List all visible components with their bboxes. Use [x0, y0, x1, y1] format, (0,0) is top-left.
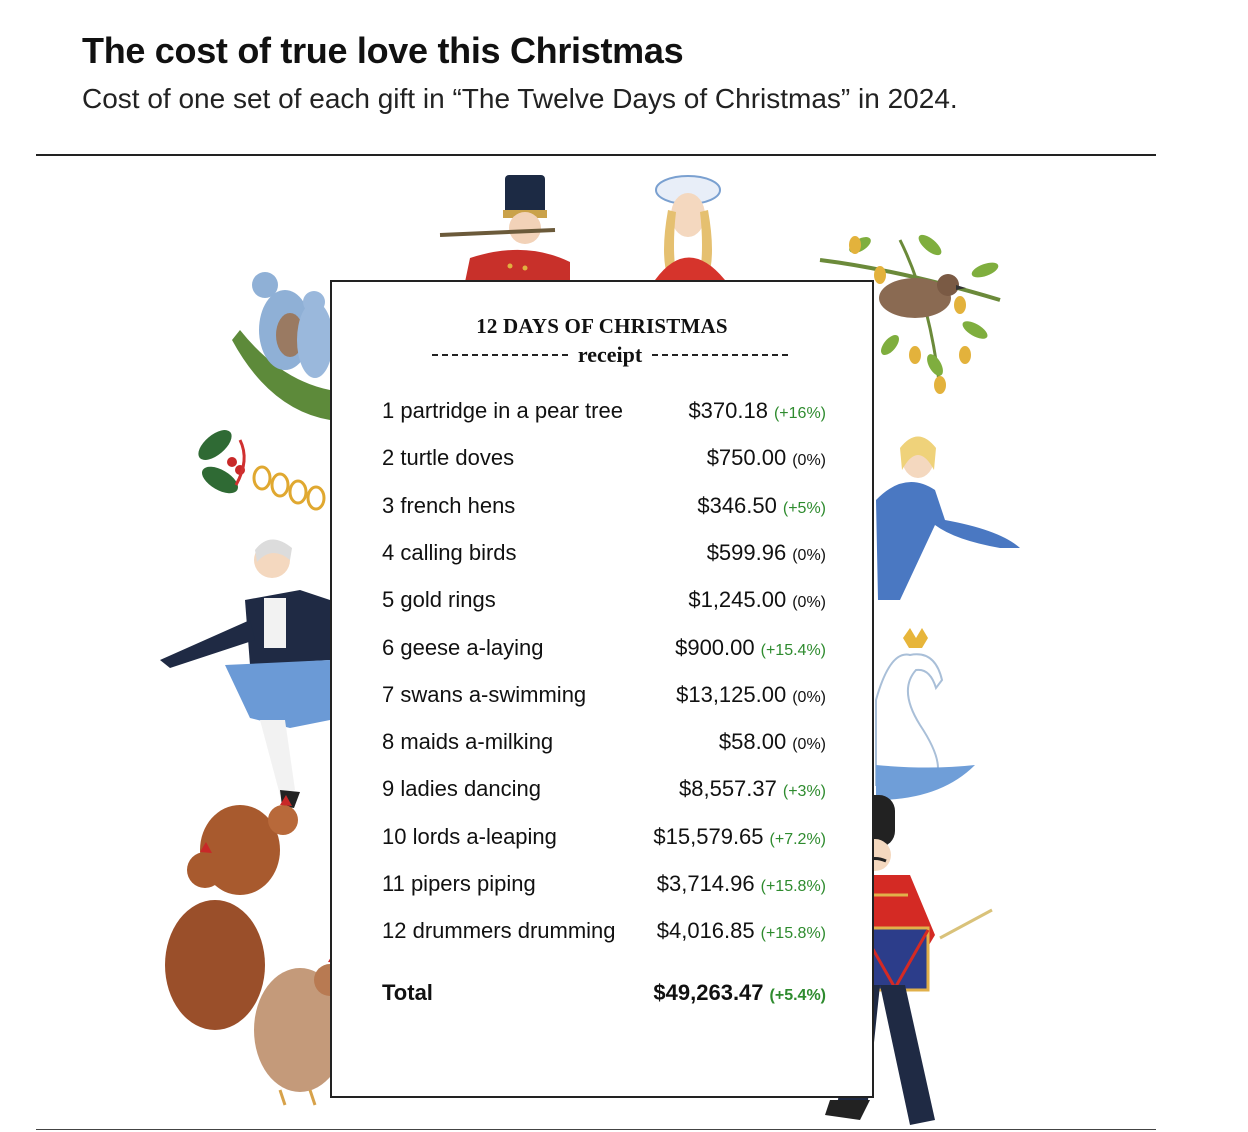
- price-cell: $58.00 (0%): [719, 729, 826, 755]
- gift-label: 9 ladies dancing: [382, 776, 542, 802]
- gift-label: 12 drummers drumming: [382, 918, 616, 944]
- price-change: (0%): [792, 688, 826, 706]
- table-row: 11 pipers piping $3,714.96 (+15.8%): [382, 871, 826, 901]
- table-row: 4 calling birds $599.96 (0%): [382, 540, 826, 570]
- total-label: Total: [382, 980, 433, 1005]
- price-change: (0%): [792, 594, 826, 612]
- total-cost: $49,263.47: [653, 980, 764, 1005]
- price-change: (+16%): [773, 405, 826, 422]
- table-row: 10 lords a-leaping $15,579.65 (+7.2%): [382, 824, 826, 854]
- gift-cost: $15,579.65: [653, 823, 764, 849]
- price-change: (+5%): [782, 499, 826, 517]
- receipt-subheading-line: receipt: [432, 340, 788, 370]
- gift-cost: $346.50: [697, 492, 777, 518]
- table-row: 12 drummers drumming $4,016.85 (+15.8%): [382, 918, 826, 948]
- total-change: (+5.4%): [769, 987, 826, 1004]
- gift-cost: $599.96: [706, 539, 787, 565]
- price-cell: $4,016.85 (+15.8%): [657, 918, 826, 944]
- gift-cost: $58.00: [718, 729, 787, 755]
- price-cell: $3,714.96 (+15.8%): [657, 871, 826, 897]
- gift-label: 2 turtle doves: [382, 445, 515, 471]
- gift-cost: $8,557.37: [679, 776, 777, 802]
- gift-label: 10 lords a-leaping: [382, 823, 557, 849]
- price-cell: $370.18 (+16%): [688, 398, 826, 424]
- milkmaid-icon: [655, 175, 725, 280]
- gift-cost: $370.18: [688, 398, 768, 423]
- bottom-divider: [36, 1129, 1156, 1130]
- table-row: 7 swans a-swimming $13,125.00 (0%): [382, 682, 826, 712]
- dashed-divider: [652, 354, 788, 356]
- gift-label: 4 calling birds: [382, 539, 517, 565]
- table-row: 2 turtle doves $750.00 (0%): [382, 445, 826, 475]
- chart-title: The cost of true love this Christmas: [82, 30, 684, 71]
- gift-cost: $750.00: [706, 445, 787, 471]
- gift-cost: $13,125.00: [676, 681, 787, 707]
- gift-label: 1 partridge in a pear tree: [382, 398, 623, 423]
- table-row: 3 french hens $346.50 (+5%): [382, 493, 826, 523]
- receipt-subheading: receipt: [577, 342, 643, 367]
- gift-label: 6 geese a-laying: [382, 634, 544, 660]
- lady-dancing-icon: [876, 436, 1020, 600]
- turtle-doves-icon: [232, 272, 333, 420]
- price-change: (0%): [792, 452, 826, 470]
- table-row: 5 gold rings $1,245.00 (0%): [382, 587, 826, 617]
- price-change: (+15.8%): [760, 878, 826, 895]
- receipt: 12 DAYS OF CHRISTMAS receipt 1 partridge…: [330, 280, 874, 1098]
- price-cell: $8,557.37 (+3%): [679, 776, 826, 802]
- price-cell: $599.96 (0%): [707, 540, 826, 566]
- price-cell: $49,263.47 (+5.4%): [653, 980, 826, 1006]
- gift-cost: $3,714.96: [656, 871, 755, 896]
- gift-cost: $4,016.85: [656, 918, 755, 944]
- price-cell: $13,125.00 (0%): [676, 682, 826, 708]
- top-divider: [36, 154, 1156, 156]
- total-row: Total $49,263.47 (+5.4%): [382, 980, 826, 1010]
- price-cell: $1,245.00 (0%): [688, 587, 826, 613]
- price-change: (+7.2%): [769, 830, 826, 848]
- gift-label: 11 pipers piping: [382, 871, 536, 896]
- dashed-divider: [432, 354, 568, 356]
- price-change: (+15.4%): [760, 641, 826, 659]
- price-change: (+15.8%): [760, 925, 826, 943]
- swan-icon: [875, 628, 975, 800]
- french-hens-icon: [165, 795, 346, 1106]
- partridge-pear-tree-icon: [819, 234, 1001, 394]
- table-row: 9 ladies dancing $8,557.37 (+3%): [382, 776, 826, 806]
- gift-label: 8 maids a-milking: [382, 729, 554, 755]
- price-cell: $750.00 (0%): [707, 445, 826, 471]
- gift-label: 3 french hens: [382, 492, 516, 518]
- price-cell: $900.00 (+15.4%): [675, 635, 826, 661]
- chart-subtitle: Cost of one set of each gift in “The Twe…: [82, 83, 958, 114]
- table-row: 8 maids a-milking $58.00 (0%): [382, 729, 826, 759]
- price-change: (0%): [792, 736, 826, 754]
- price-cell: $15,579.65 (+7.2%): [653, 824, 826, 850]
- price-change: (+3%): [782, 783, 826, 801]
- piper-icon: [439, 175, 570, 282]
- holly-gold-rings-icon: [198, 430, 326, 511]
- gift-cost: $900.00: [675, 634, 755, 660]
- price-change: (0%): [792, 546, 826, 564]
- receipt-heading: 12 DAYS OF CHRISTMAS: [476, 314, 728, 338]
- lord-leaping-icon: [160, 539, 330, 808]
- gift-label: 7 swans a-swimming: [382, 681, 587, 707]
- gift-label: 5 gold rings: [382, 587, 496, 613]
- price-cell: $346.50 (+5%): [697, 493, 826, 519]
- table-row: 6 geese a-laying $900.00 (+15.4%): [382, 635, 826, 665]
- gift-cost: $1,245.00: [688, 587, 787, 613]
- table-row: 1 partridge in a pear tree $370.18 (+16%): [382, 398, 826, 428]
